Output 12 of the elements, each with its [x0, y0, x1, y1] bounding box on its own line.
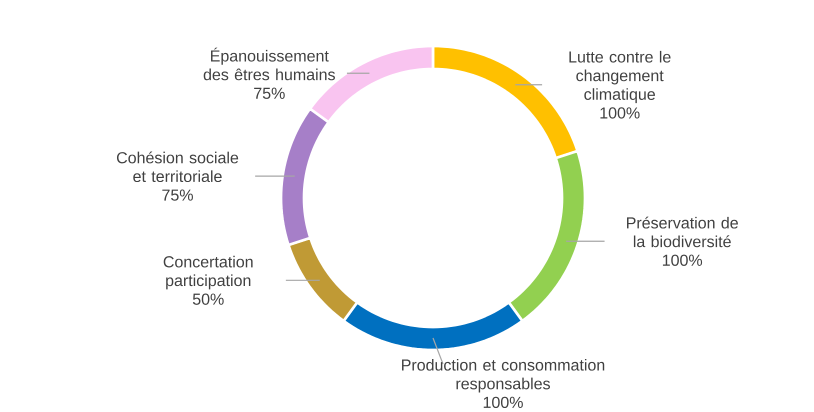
data-label: 75%: [254, 88, 285, 99]
slice-label: Concertation participation: [164, 256, 253, 290]
slice-label: Épanouissement des êtres humains: [204, 48, 335, 80]
slice-label: Lutte contre le changement climatique: [569, 50, 671, 104]
data-label: 100%: [484, 396, 523, 408]
data-label: 50%: [192, 294, 224, 305]
slice-label: Production et consommation responsables: [402, 358, 604, 393]
slice-label: Cohésion sociale et territoriale: [116, 151, 238, 182]
slice-label: Préservation de la biodiversité: [627, 216, 738, 248]
data-label: 100%: [600, 107, 640, 119]
data-label: 100%: [662, 254, 702, 266]
data-label: 75%: [162, 189, 193, 201]
